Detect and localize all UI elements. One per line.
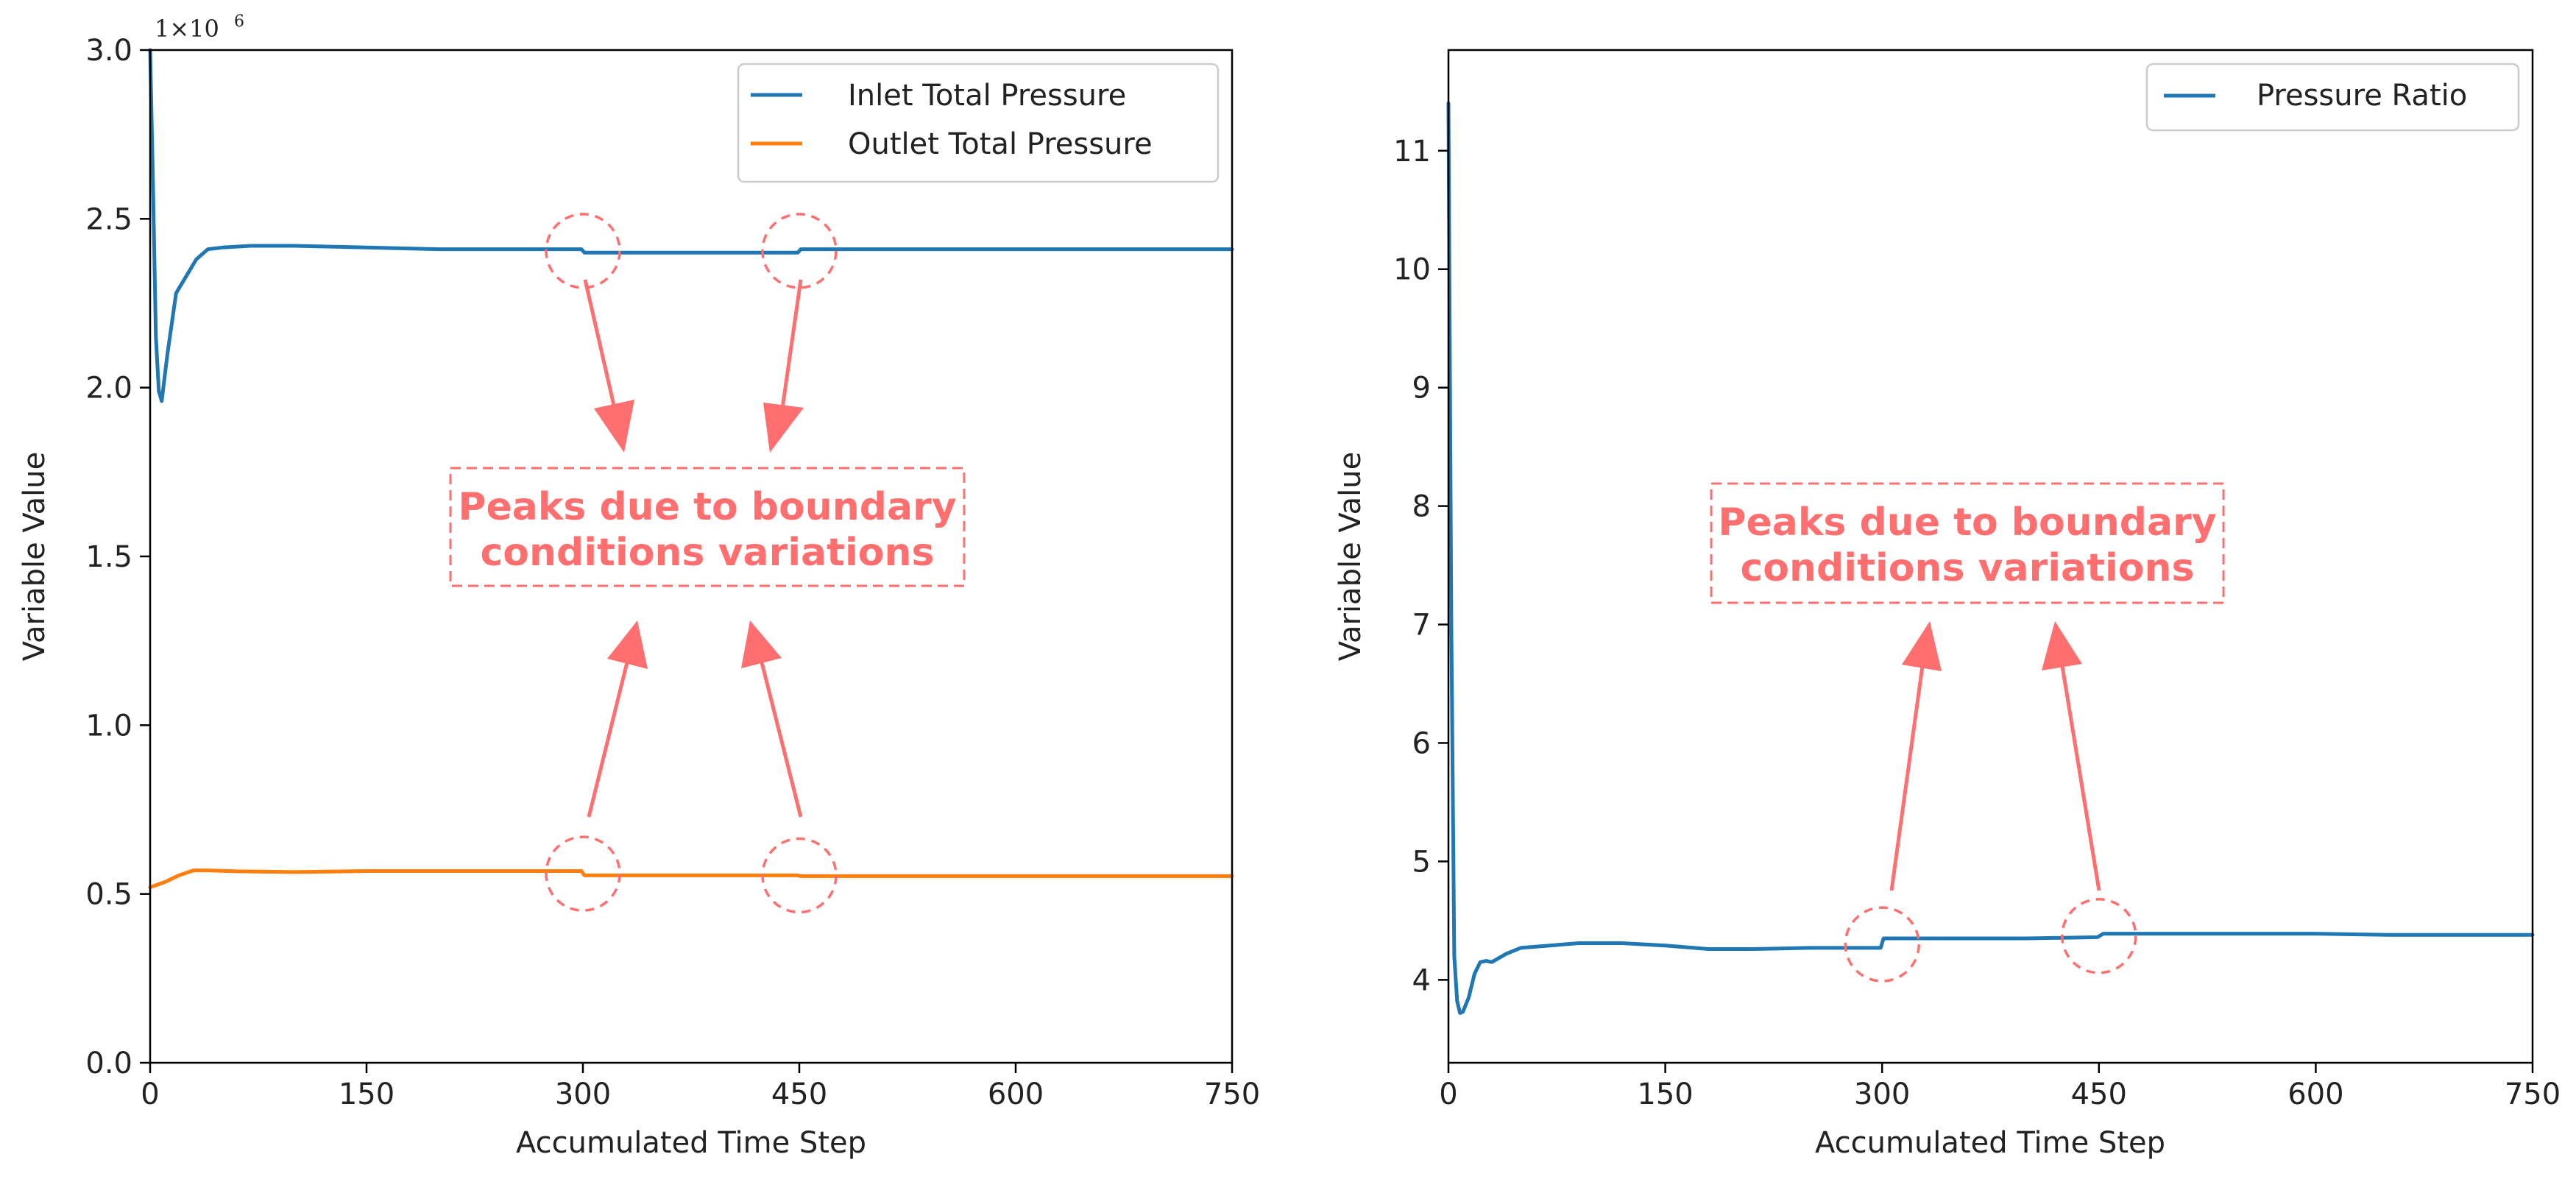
- right-y-axis-label: Variable Value: [1334, 452, 1367, 662]
- right-y-tick-label: 5: [1412, 845, 1431, 879]
- right-x-tick-label: 750: [2505, 1077, 2561, 1111]
- left-x-tick-label: 600: [988, 1077, 1044, 1111]
- right-y-tick-label: 6: [1412, 726, 1431, 760]
- right-legend: Pressure Ratio: [2145, 63, 2520, 132]
- right-x-tick-label: 0: [1439, 1077, 1457, 1111]
- right-annotation: Peaks due to boundary conditions variati…: [1710, 482, 2225, 891]
- right-annotation-line-1: Peaks due to boundary: [1718, 500, 2216, 545]
- left-y-tick-label: 1.0: [85, 709, 132, 743]
- left-annotation-markers: [545, 213, 838, 914]
- left-y-tick-label: 1.5: [85, 540, 132, 574]
- right-x-tick-label: 150: [1637, 1077, 1693, 1111]
- left-legend-box: [737, 63, 1220, 183]
- left-x-tick-label: 450: [771, 1077, 827, 1111]
- right-y-tick-label: 10: [1393, 253, 1431, 287]
- right-series-line-pressure-ratio: [1446, 101, 2535, 1015]
- right-highlight-circle: [1844, 906, 1920, 983]
- left-y-multiplier-exponent: 6: [234, 13, 244, 31]
- left-x-tick-label: 150: [339, 1077, 394, 1111]
- left-x-tick-label: 750: [1204, 1077, 1260, 1111]
- right-highlight-circle: [2061, 898, 2137, 974]
- left-series-layer: [148, 48, 1234, 889]
- left-highlight-circle: [545, 835, 621, 912]
- left-y-multiplier: 1×10: [155, 15, 219, 43]
- right-x-tick-label: 600: [2287, 1077, 2343, 1111]
- right-y-tick-label: 11: [1393, 135, 1431, 169]
- right-y-tick-label: 4: [1412, 963, 1431, 997]
- right-legend-ratio-label: Pressure Ratio: [2257, 79, 2467, 113]
- chart-left: 0 150 300 450 600 750 0.0 0.5 1.0 1.5 2.0 2.5 3.0 1…: [18, 13, 1260, 1160]
- right-annotation-markers: [1844, 898, 2137, 983]
- left-legend-outlet-label: Outlet Total Pressure: [848, 127, 1153, 161]
- left-y-tick-label: 2.0: [85, 372, 132, 406]
- chart-right: 0 150 300 450 600 750 4 5 6 7 8 9 10 11 Accumulated …: [1334, 49, 2561, 1160]
- right-y-tick-label: 7: [1412, 609, 1431, 643]
- left-y-tick-label: 0.0: [85, 1047, 132, 1080]
- right-plot-frame: [1447, 49, 2534, 1064]
- left-annotation-line-1: Peaks due to boundary: [458, 485, 956, 529]
- right-series-layer: [1446, 101, 2535, 1015]
- right-x-tick-label: 450: [2071, 1077, 2127, 1111]
- left-x-ticks: 0 150 300 450 600 750: [141, 1063, 1260, 1111]
- left-y-ticks: 0.0 0.5 1.0 1.5 2.0 2.5 3.0: [85, 34, 150, 1080]
- left-x-axis-label: Accumulated Time Step: [516, 1126, 866, 1160]
- right-y-tick-label: 8: [1412, 490, 1431, 524]
- left-highlight-circle: [545, 213, 621, 289]
- left-annotation: Peaks due to boundary conditions variati…: [449, 279, 966, 818]
- right-arrow-2: [2042, 621, 2101, 891]
- left-highlight-circle: [761, 213, 838, 289]
- left-highlight-circle: [761, 837, 838, 914]
- left-series-line-inlet-total-pressure: [148, 48, 1234, 403]
- left-annotation-box: [449, 467, 966, 587]
- right-legend-box: [2145, 63, 2520, 132]
- left-y-tick-label: 2.5: [85, 202, 132, 236]
- left-annotation-line-2: conditions variations: [480, 531, 934, 575]
- right-x-tick-label: 300: [1854, 1077, 1910, 1111]
- right-y-tick-label: 9: [1412, 372, 1431, 406]
- left-arrow-bottom-2: [741, 620, 803, 818]
- left-legend: Inlet Total Pressure Outlet Total Pressu…: [737, 63, 1220, 183]
- right-y-ticks: 4 5 6 7 8 9 10 11: [1393, 135, 1448, 997]
- left-series-line-outlet-total-pressure: [148, 868, 1234, 889]
- right-x-ticks: 0 150 300 450 600 750: [1439, 1063, 2561, 1111]
- left-arrow-top-2: [763, 279, 804, 453]
- left-y-tick-label: 3.0: [85, 34, 132, 68]
- left-x-tick-label: 0: [141, 1077, 159, 1111]
- right-annotation-line-2: conditions variations: [1740, 546, 2194, 590]
- right-annotation-box: [1710, 482, 2225, 604]
- right-arrow-1: [1889, 621, 1942, 891]
- left-arrow-bottom-1: [587, 620, 648, 818]
- left-legend-inlet-label: Inlet Total Pressure: [848, 79, 1126, 113]
- left-x-tick-label: 300: [555, 1077, 611, 1111]
- left-arrow-top-1: [583, 279, 634, 453]
- left-y-axis-label: Variable Value: [18, 452, 52, 662]
- left-y-tick-label: 0.5: [85, 878, 132, 912]
- right-x-axis-label: Accumulated Time Step: [1815, 1126, 2165, 1160]
